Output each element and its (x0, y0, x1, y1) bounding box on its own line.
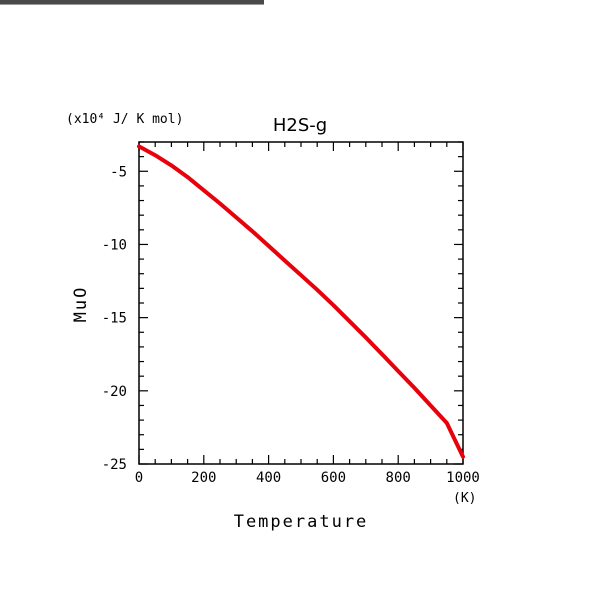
x-tick-label: 400 (256, 470, 281, 486)
chart-title: H2S-g (273, 115, 327, 136)
y-tick-label: -25 (102, 457, 127, 473)
y-tick-labels: -5 -10 -15 -20 -25 (102, 164, 127, 473)
y-unit-label: (x10⁴ J/ K mol) (66, 112, 183, 127)
x-unit-label: (K) (453, 491, 476, 506)
window-top-bar (0, 0, 264, 5)
plot-frame (138, 141, 464, 465)
series-layer (137, 144, 465, 459)
x-tick-label: 0 (135, 470, 143, 486)
y-axis-title: MuO (71, 286, 91, 323)
y-tick-label: -15 (102, 311, 127, 327)
x-tick-label: 1000 (446, 470, 480, 486)
x-tick-label: 800 (386, 470, 411, 486)
series-line (137, 144, 465, 459)
x-axis-title: Temperature (234, 512, 369, 532)
x-tick-label: 200 (191, 470, 216, 486)
y-tick-label: -20 (102, 384, 127, 400)
axis-ticks (138, 141, 464, 465)
y-tick-label: -10 (102, 237, 127, 253)
x-tick-labels: 0 200 400 600 800 1000 (135, 470, 480, 486)
x-tick-label: 600 (321, 470, 346, 486)
y-tick-label: -5 (110, 164, 127, 180)
